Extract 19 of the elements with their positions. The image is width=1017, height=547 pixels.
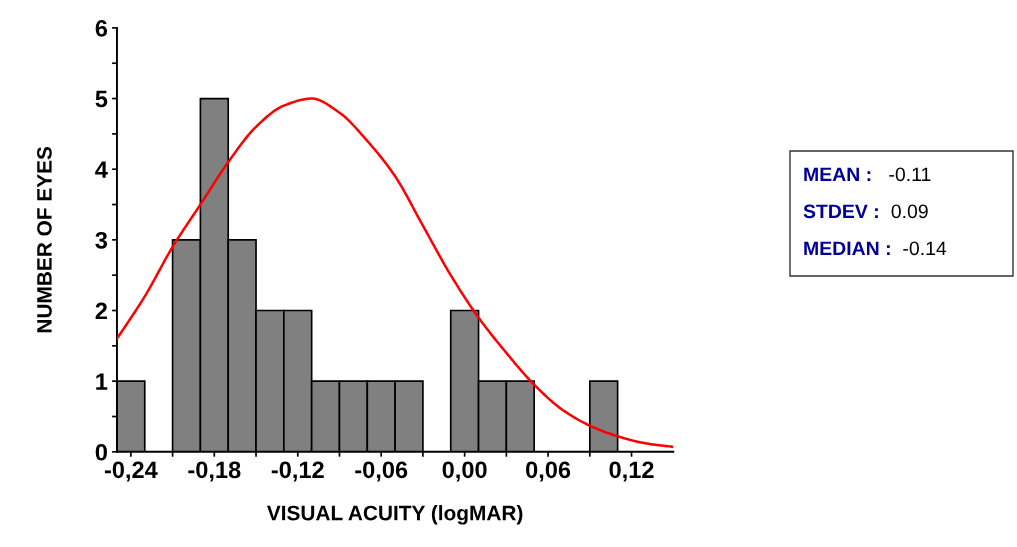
x-tick-label: -0,12 (271, 461, 324, 482)
y-tick-label: 5 (95, 90, 108, 108)
y-tick-label: 0 (95, 443, 107, 461)
y-axis-title: NUMBER OF EYES (37, 146, 52, 333)
x-tick-label: 0,00 (442, 461, 487, 482)
y-tick-label: 2 (95, 302, 107, 320)
y-tick-label: 1 (96, 373, 108, 390)
x-tick-label: 0,12 (609, 461, 654, 482)
x-tick-label: -0,24 (104, 461, 158, 482)
x-tick-label: 0,06 (526, 461, 571, 482)
y-tick-label: 6 (95, 19, 108, 37)
x-axis-title: VISUAL ACUITY (logMAR) (266, 505, 523, 525)
text: MEDIAN : -0.14 (804, 241, 947, 256)
x-tick-label: -0,06 (355, 461, 408, 482)
y-tick-label: 4 (95, 161, 108, 178)
x-tick-label: -0,18 (188, 461, 241, 482)
y-tick-label: 3 (95, 231, 108, 249)
text: MEAN : -0.11 (804, 167, 931, 182)
text: STDEV : 0.09 (803, 204, 928, 219)
